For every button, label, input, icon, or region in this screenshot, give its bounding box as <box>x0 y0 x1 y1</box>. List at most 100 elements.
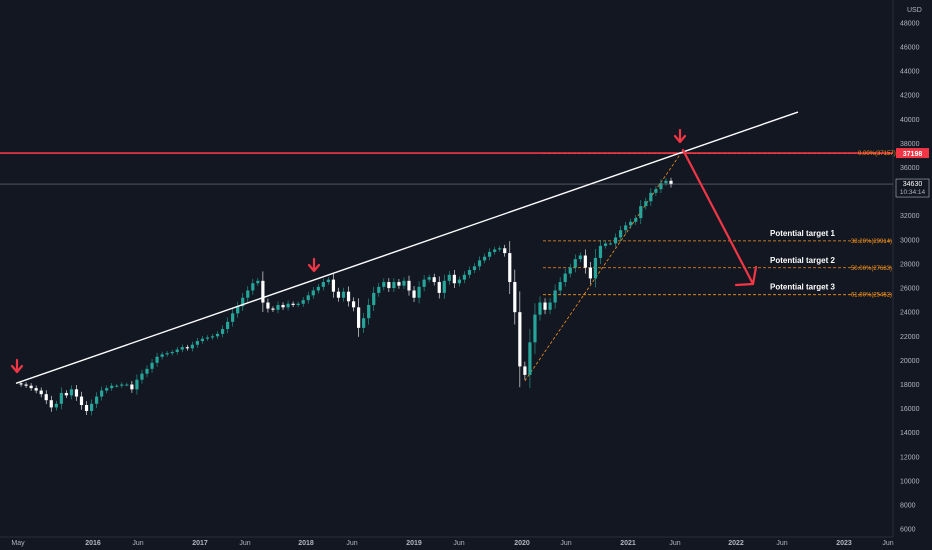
candle <box>498 248 502 250</box>
candle <box>457 279 461 284</box>
y-tick-label: 24000 <box>900 310 920 317</box>
candle <box>231 313 235 322</box>
candle <box>462 274 467 280</box>
candle <box>437 282 441 293</box>
candle <box>84 405 89 412</box>
y-tick-label: 6000 <box>900 527 916 534</box>
candle <box>165 353 169 355</box>
projection-arrowhead <box>734 265 758 287</box>
x-tick-label: 2022 <box>728 540 744 547</box>
candle <box>493 249 497 252</box>
candle <box>407 280 411 291</box>
candle <box>654 189 658 193</box>
y-tick-label: 30000 <box>900 237 920 244</box>
target-label: Potential target 1 <box>770 229 835 238</box>
candle <box>533 314 537 343</box>
candle <box>477 260 482 267</box>
resistance-badge <box>896 148 929 159</box>
y-tick-label: 18000 <box>900 382 920 389</box>
candle <box>563 273 567 283</box>
candle <box>649 192 653 202</box>
candle <box>573 259 577 268</box>
candle <box>200 338 205 342</box>
candle <box>588 267 592 279</box>
candle <box>64 392 68 396</box>
trendline <box>15 111 799 384</box>
candle <box>326 279 330 283</box>
candle <box>135 379 139 390</box>
candle <box>644 201 648 207</box>
candle <box>69 389 74 396</box>
candle <box>145 368 149 374</box>
projection-arrow <box>681 148 754 284</box>
y-tick-label: 8000 <box>900 503 916 510</box>
candle <box>528 342 532 375</box>
candle <box>74 389 79 397</box>
y-tick-label: 38000 <box>900 141 920 148</box>
candle <box>226 321 230 330</box>
y-tick-label: 48000 <box>900 20 920 27</box>
y-tick-label: 36000 <box>900 165 920 172</box>
candle <box>286 303 290 308</box>
current-price-time: 10:34:14 <box>900 189 926 196</box>
candle <box>397 282 401 286</box>
candle <box>49 400 53 408</box>
fib-level-label: 38.20%(29914) <box>851 239 892 245</box>
candle <box>367 304 371 319</box>
candle <box>220 329 225 334</box>
candle <box>377 286 381 293</box>
candle <box>276 304 280 310</box>
candle <box>54 403 58 408</box>
y-tick-label: 10000 <box>900 478 920 485</box>
candle <box>417 286 421 298</box>
candle <box>452 274 456 284</box>
candle <box>357 307 361 328</box>
candle <box>39 390 43 395</box>
candle <box>79 396 84 406</box>
x-tick-label: Jun <box>776 540 787 547</box>
candle <box>115 385 119 387</box>
candle <box>508 253 512 283</box>
candle <box>372 292 376 305</box>
candle <box>442 280 446 293</box>
candle <box>266 302 270 309</box>
resistance-badge-label: 37198 <box>903 151 923 158</box>
candle <box>236 306 240 314</box>
candle <box>513 282 517 313</box>
candle <box>412 290 416 298</box>
candle <box>472 266 477 270</box>
candle <box>296 303 300 305</box>
x-tick-label: 2020 <box>514 540 530 547</box>
candle <box>24 384 28 386</box>
candle <box>19 383 23 385</box>
currency-label: USD <box>907 7 922 14</box>
candle <box>251 283 255 291</box>
candle <box>402 280 406 286</box>
x-tick-label: Jun <box>669 540 680 547</box>
candle <box>160 354 164 357</box>
x-tick-label: 2019 <box>406 540 422 547</box>
candle <box>629 221 633 226</box>
candle <box>59 392 63 404</box>
x-tick-label: 2016 <box>85 540 101 547</box>
candle <box>210 336 215 338</box>
candle <box>634 218 638 222</box>
x-tick-label: May <box>11 540 25 547</box>
top-marker-arrowhead <box>10 364 24 374</box>
candle <box>351 301 356 308</box>
candle <box>205 337 210 339</box>
candle <box>608 243 613 245</box>
candle <box>422 279 426 287</box>
candle <box>558 282 562 291</box>
x-tick-label: Jun <box>132 540 143 547</box>
candle <box>120 384 124 386</box>
x-tick-label: Jun <box>453 540 464 547</box>
candle <box>311 290 315 296</box>
target-label: Potential target 3 <box>770 283 835 292</box>
candle <box>321 282 325 287</box>
y-tick-label: 12000 <box>900 454 920 461</box>
candle <box>548 302 552 310</box>
candle <box>503 248 507 254</box>
